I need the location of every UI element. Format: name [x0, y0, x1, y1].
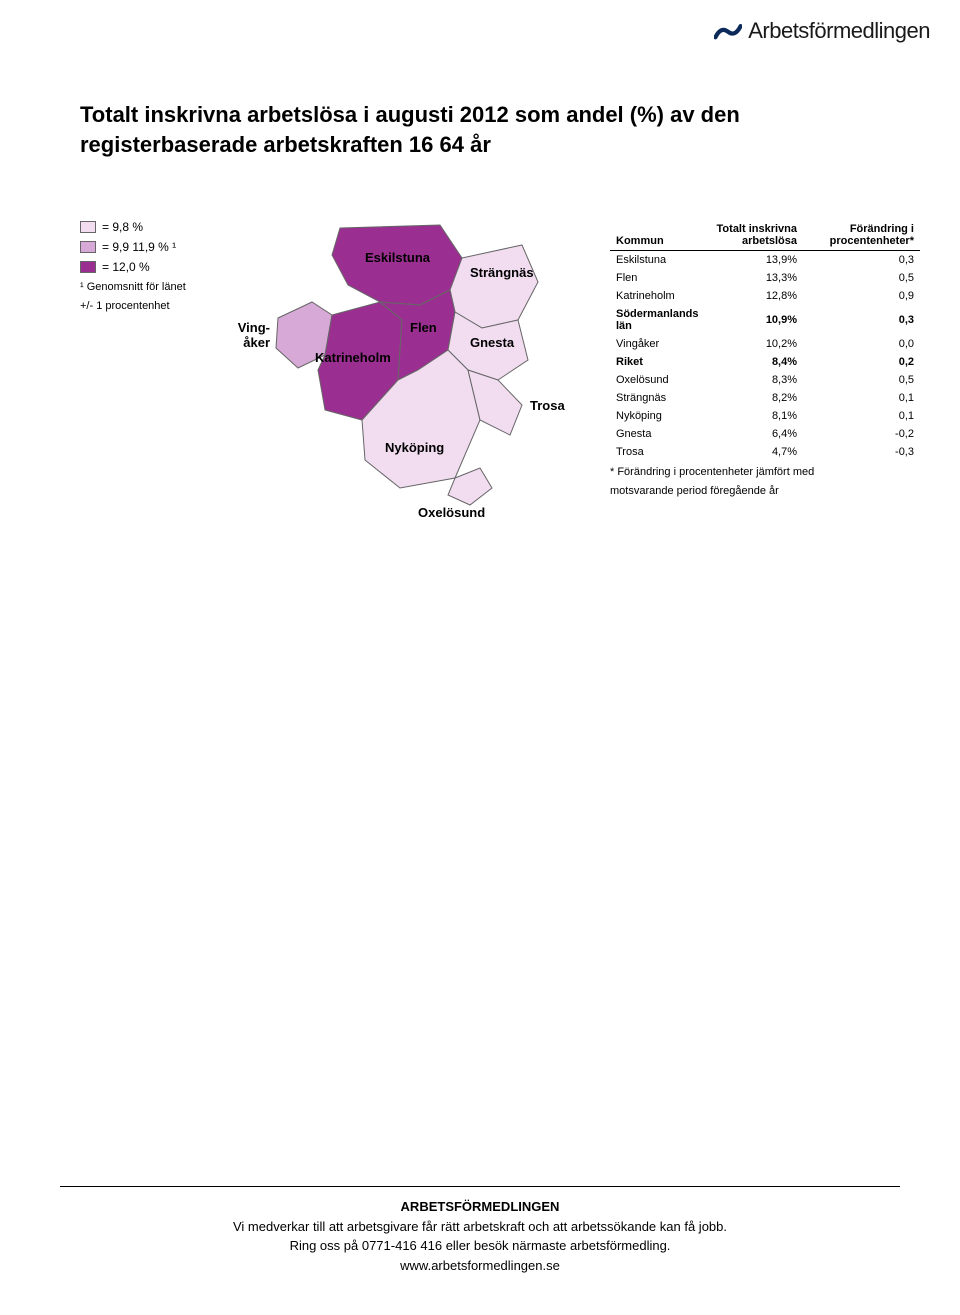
table-row: Trosa4,7%-0,3 [610, 443, 920, 461]
cell-kommun: Riket [610, 353, 710, 371]
cell-totalt: 6,4% [710, 425, 803, 443]
legend-swatch-1 [80, 241, 96, 253]
table-row: Riket8,4%0,2 [610, 353, 920, 371]
table-row: Gnesta6,4%-0,2 [610, 425, 920, 443]
footer-org: ARBETSFÖRMEDLINGEN [0, 1197, 960, 1217]
page-footer: ARBETSFÖRMEDLINGEN Vi medverkar till att… [0, 1186, 960, 1275]
legend-note-1: ¹ Genomsnitt för länet [80, 280, 240, 295]
table-note-2: motsvarande period föregående år [610, 484, 920, 499]
cell-kommun: Flen [610, 269, 710, 287]
cell-forandring: 0,3 [803, 305, 920, 335]
cell-totalt: 13,3% [710, 269, 803, 287]
table-row: Södermanlands län10,9%0,3 [610, 305, 920, 335]
legend-row-0: = 9,8 % [80, 220, 240, 234]
page-title: Totalt inskrivna arbetslösa i augusti 20… [80, 100, 880, 159]
legend-label-2: = 12,0 % [102, 260, 150, 274]
cell-totalt: 10,2% [710, 335, 803, 353]
cell-forandring: -0,3 [803, 443, 920, 461]
col-kommun: Kommun [610, 220, 710, 251]
logo-icon [714, 20, 742, 42]
cell-kommun: Oxelösund [610, 371, 710, 389]
cell-forandring: 0,5 [803, 371, 920, 389]
cell-kommun: Vingåker [610, 335, 710, 353]
cell-forandring: 0,5 [803, 269, 920, 287]
logo-text: Arbetsförmedlingen [748, 18, 930, 44]
cell-kommun: Eskilstuna [610, 251, 710, 270]
title-line-2: registerbaserade arbetskraften 16 64 år [80, 132, 491, 157]
region-strangnas [450, 245, 538, 328]
cell-totalt: 8,2% [710, 389, 803, 407]
cell-totalt: 8,3% [710, 371, 803, 389]
footer-line-1: Vi medverkar till att arbetsgivare får r… [0, 1217, 960, 1237]
legend-swatch-2 [80, 261, 96, 273]
legend-label-1: = 9,9 11,9 % ¹ [102, 240, 176, 254]
legend-note-2: +/- 1 procentenhet [80, 299, 240, 314]
cell-totalt: 4,7% [710, 443, 803, 461]
header-logo: Arbetsförmedlingen [714, 18, 930, 44]
cell-forandring: 0,2 [803, 353, 920, 371]
region-eskilstuna [332, 225, 462, 305]
table-row: Strängnäs8,2%0,1 [610, 389, 920, 407]
legend-row-2: = 12,0 % [80, 260, 240, 274]
map-svg [270, 220, 580, 530]
data-table: Kommun Totalt inskrivna arbetslösa Förän… [610, 220, 920, 461]
legend-row-1: = 9,9 11,9 % ¹ [80, 240, 240, 254]
footer-rule [60, 1186, 900, 1187]
cell-kommun: Södermanlands län [610, 305, 710, 335]
cell-kommun: Katrineholm [610, 287, 710, 305]
cell-totalt: 10,9% [710, 305, 803, 335]
footer-line-2: Ring oss på 0771-416 416 eller besök när… [0, 1236, 960, 1256]
cell-totalt: 8,1% [710, 407, 803, 425]
cell-totalt: 8,4% [710, 353, 803, 371]
legend: = 9,8 % = 9,9 11,9 % ¹ = 12,0 % ¹ Genoms… [80, 220, 240, 530]
cell-kommun: Gnesta [610, 425, 710, 443]
cell-totalt: 13,9% [710, 251, 803, 270]
table-row: Flen13,3%0,5 [610, 269, 920, 287]
map: Ving-åker Eskilstuna Katrineholm Flen St… [270, 220, 580, 530]
table-note-1: * Förändring i procentenheter jämfört me… [610, 465, 920, 480]
content-row: = 9,8 % = 9,9 11,9 % ¹ = 12,0 % ¹ Genoms… [80, 220, 920, 530]
cell-totalt: 12,8% [710, 287, 803, 305]
table-row: Oxelösund8,3%0,5 [610, 371, 920, 389]
cell-forandring: 0,1 [803, 407, 920, 425]
footer-url: www.arbetsformedlingen.se [0, 1256, 960, 1276]
cell-forandring: 0,1 [803, 389, 920, 407]
legend-swatch-0 [80, 221, 96, 233]
col-totalt: Totalt inskrivna arbetslösa [710, 220, 803, 251]
col-forandring: Förändring i procentenheter* [803, 220, 920, 251]
cell-kommun: Strängnäs [610, 389, 710, 407]
table-row: Katrineholm12,8%0,9 [610, 287, 920, 305]
cell-forandring: 0,9 [803, 287, 920, 305]
cell-kommun: Nyköping [610, 407, 710, 425]
table-row: Vingåker10,2%0,0 [610, 335, 920, 353]
table-row: Nyköping8,1%0,1 [610, 407, 920, 425]
title-line-1: Totalt inskrivna arbetslösa i augusti 20… [80, 102, 740, 127]
cell-forandring: 0,0 [803, 335, 920, 353]
cell-kommun: Trosa [610, 443, 710, 461]
cell-forandring: -0,2 [803, 425, 920, 443]
table-row: Eskilstuna13,9%0,3 [610, 251, 920, 270]
legend-label-0: = 9,8 % [102, 220, 143, 234]
data-table-container: Kommun Totalt inskrivna arbetslösa Förän… [610, 220, 920, 530]
cell-forandring: 0,3 [803, 251, 920, 270]
